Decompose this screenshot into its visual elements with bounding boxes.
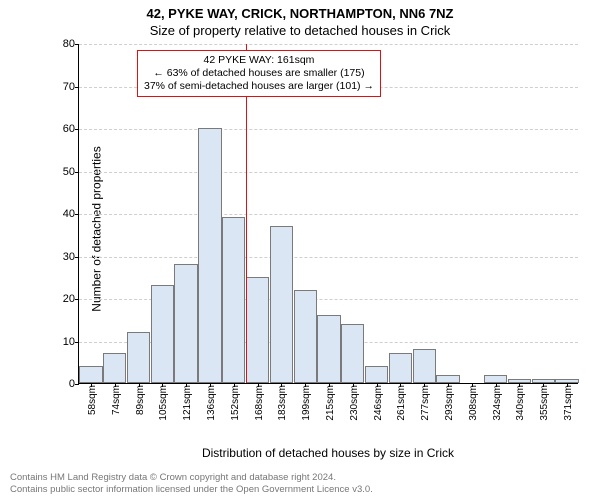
x-tick-label: 230sqm (349, 383, 360, 421)
x-tick-label: 168sqm (254, 383, 265, 421)
x-tick-label: 152sqm (230, 383, 241, 421)
y-tick-mark (75, 214, 79, 215)
histogram-bar (222, 217, 245, 383)
y-tick-mark (75, 129, 79, 130)
histogram-bar (103, 353, 126, 383)
chart-area: Number of detached properties 42 PYKE WA… (48, 44, 578, 414)
footer-attribution: Contains HM Land Registry data © Crown c… (10, 472, 373, 496)
x-tick-label: 355sqm (539, 383, 550, 421)
x-tick-label: 246sqm (373, 383, 384, 421)
gridline (79, 172, 578, 173)
histogram-bar (413, 349, 436, 383)
histogram-bar (365, 366, 388, 383)
gridline (79, 129, 578, 130)
chart-subtitle: Size of property relative to detached ho… (0, 21, 600, 38)
gridline (79, 257, 578, 258)
y-tick-mark (75, 87, 79, 88)
histogram-bar (246, 277, 269, 383)
histogram-bar (484, 375, 507, 384)
gridline (79, 44, 578, 45)
x-tick-label: 277sqm (420, 383, 431, 421)
gridline (79, 214, 578, 215)
x-tick-label: 293sqm (444, 383, 455, 421)
histogram-bar (174, 264, 197, 383)
annotation-box: 42 PYKE WAY: 161sqm ← 63% of detached ho… (137, 50, 381, 97)
x-tick-label: 136sqm (206, 383, 217, 421)
plot-region: 42 PYKE WAY: 161sqm ← 63% of detached ho… (78, 44, 578, 384)
histogram-bar (341, 324, 364, 384)
x-tick-label: 215sqm (325, 383, 336, 421)
histogram-bar (389, 353, 412, 383)
y-tick-mark (75, 384, 79, 385)
x-tick-label: 183sqm (277, 383, 288, 421)
x-tick-label: 261sqm (396, 383, 407, 421)
histogram-bar (294, 290, 317, 384)
chart-title: 42, PYKE WAY, CRICK, NORTHAMPTON, NN6 7N… (0, 0, 600, 21)
x-tick-label: 89sqm (135, 383, 146, 415)
x-tick-label: 308sqm (468, 383, 479, 421)
y-tick-mark (75, 44, 79, 45)
footer-line-2: Contains public sector information licen… (10, 484, 373, 496)
annotation-line-1: 42 PYKE WAY: 161sqm (144, 54, 374, 67)
y-tick-mark (75, 172, 79, 173)
histogram-bar (198, 128, 221, 383)
annotation-line-2: ← 63% of detached houses are smaller (17… (144, 67, 374, 80)
x-tick-label: 74sqm (111, 383, 122, 415)
histogram-bar (270, 226, 293, 383)
x-tick-label: 340sqm (515, 383, 526, 421)
histogram-bar (151, 285, 174, 383)
y-tick-mark (75, 342, 79, 343)
x-tick-label: 121sqm (182, 383, 193, 421)
x-tick-label: 58sqm (87, 383, 98, 415)
footer-line-1: Contains HM Land Registry data © Crown c… (10, 472, 373, 484)
histogram-bar (127, 332, 150, 383)
histogram-bar (317, 315, 340, 383)
histogram-bar (79, 366, 102, 383)
annotation-line-3: 37% of semi-detached houses are larger (… (144, 80, 374, 93)
histogram-bar (436, 375, 459, 384)
x-tick-label: 105sqm (158, 383, 169, 421)
x-tick-label: 199sqm (301, 383, 312, 421)
y-tick-mark (75, 257, 79, 258)
x-tick-label: 324sqm (492, 383, 503, 421)
y-tick-mark (75, 299, 79, 300)
x-tick-label: 371sqm (563, 383, 574, 421)
